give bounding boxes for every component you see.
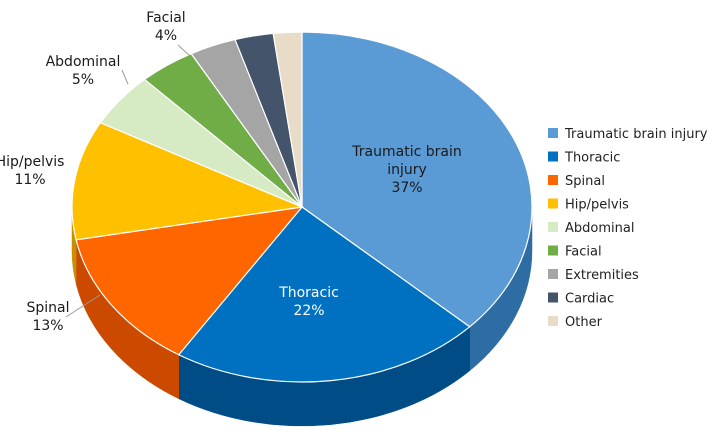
legend-swatch — [548, 175, 558, 185]
data-label-line: Facial — [146, 10, 185, 26]
legend: Traumatic brain injury Thoracic Spinal Hip/… — [548, 127, 708, 330]
legend-item-traumatic-brain-injury: Traumatic brain injury — [548, 127, 708, 142]
leader-line — [177, 44, 191, 57]
data-label-line: Traumatic brain — [351, 144, 461, 160]
legend-label: Spinal — [565, 174, 605, 189]
legend-label: Cardiac — [565, 292, 614, 307]
data-label-abdominal: Abdominal 5% — [46, 54, 121, 88]
pie-slice-other — [272, 31, 303, 208]
data-label-facial: Facial 4% — [146, 10, 185, 44]
legend-swatch — [548, 128, 558, 138]
legend-label: Other — [565, 315, 603, 330]
data-label-hip-pelvis: Hip/pelvis 11% — [0, 154, 64, 188]
legend-item-abdominal: Abdominal — [548, 221, 634, 236]
legend-swatch — [548, 292, 558, 303]
legend-item-other: Other — [548, 315, 603, 330]
pie-slice-thoracic — [177, 206, 471, 383]
legend-label: Extremities — [565, 268, 639, 283]
pie-slice-spinal — [75, 206, 304, 356]
leader-line — [121, 69, 129, 85]
leader-line — [65, 294, 101, 318]
data-label-line: 11% — [14, 172, 45, 188]
legend-item-cardiac: Cardiac — [548, 292, 614, 307]
legend-item-facial: Facial — [548, 245, 602, 260]
data-label-line: 4% — [155, 28, 177, 44]
data-label-line: injury — [387, 162, 427, 178]
legend-label: Traumatic brain injury — [564, 127, 708, 142]
legend-swatch — [548, 198, 558, 209]
legend-item-spinal: Spinal — [548, 174, 605, 189]
legend-label: Abdominal — [565, 221, 634, 236]
legend-swatch — [548, 151, 558, 162]
legend-item-thoracic: Thoracic — [548, 151, 620, 166]
legend-label: Facial — [565, 245, 602, 260]
pie-slices — [71, 31, 533, 383]
legend-label: Hip/pelvis — [565, 198, 629, 213]
data-label-line: Thoracic — [278, 285, 339, 301]
data-label-line: 37% — [391, 180, 422, 196]
pie-slice-traumatic-brain-injury — [301, 31, 533, 328]
legend-item-extremities: Extremities — [548, 268, 639, 283]
data-labels: Traumatic brain injury 37% Thoracic 22% Spina… — [0, 10, 462, 334]
data-label-line: Spinal — [26, 300, 69, 316]
legend-swatch — [548, 245, 558, 256]
leader-lines — [65, 44, 191, 318]
data-label-traumatic-brain-injury: Traumatic brain injury 37% — [351, 144, 461, 196]
data-label-line: Hip/pelvis — [0, 154, 64, 170]
pie-slice-hip-pelvis — [71, 121, 305, 241]
legend-swatch — [548, 222, 558, 232]
data-label-line: Abdominal — [46, 54, 121, 70]
data-label-line: 22% — [293, 303, 324, 319]
legend-item-hip-pelvis: Hip/pelvis — [548, 198, 629, 213]
data-label-line: 13% — [32, 318, 63, 334]
data-label-line: 5% — [72, 72, 94, 88]
legend-swatch — [548, 316, 558, 326]
data-label-spinal: Spinal 13% — [26, 300, 69, 334]
legend-swatch — [548, 269, 558, 279]
data-label-thoracic: Thoracic 22% — [278, 285, 339, 319]
legend-label: Thoracic — [564, 151, 620, 166]
